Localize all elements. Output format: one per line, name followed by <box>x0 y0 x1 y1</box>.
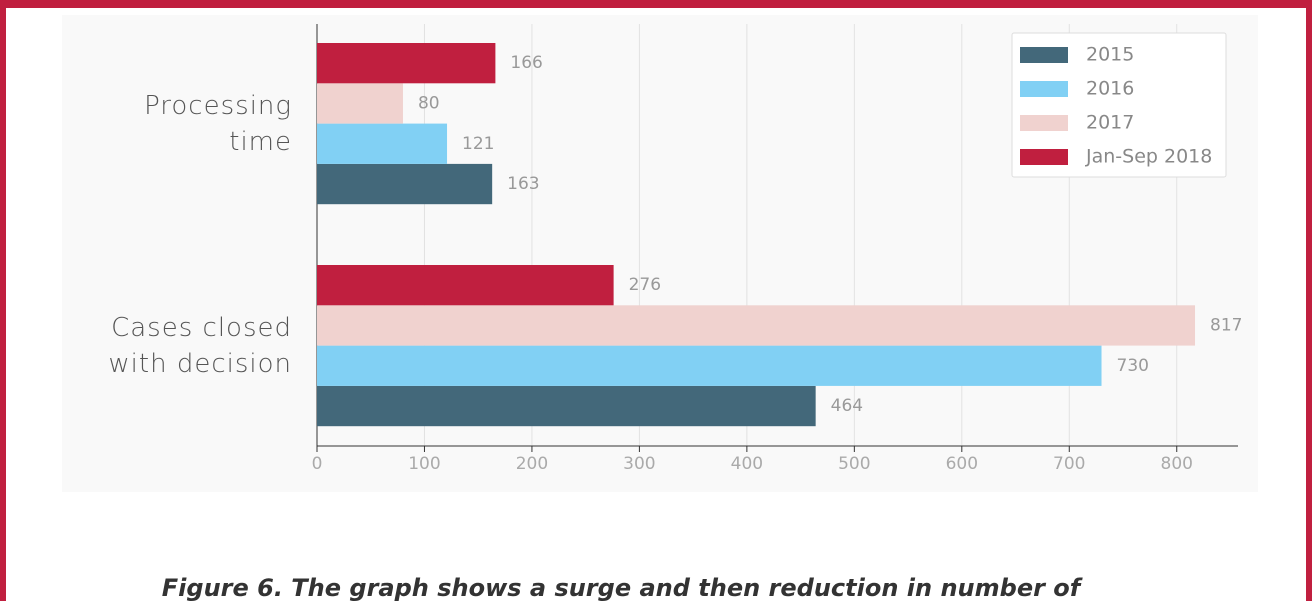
legend-label: 2016 <box>1086 78 1134 100</box>
x-tick-label: 400 <box>731 454 763 474</box>
legend-swatch <box>1020 149 1068 165</box>
value-label: 730 <box>1117 356 1149 376</box>
category-label: Cases closed with decision <box>108 312 292 379</box>
value-label: 276 <box>629 275 661 295</box>
x-tick-label: 300 <box>623 454 655 474</box>
category-label: Processing time <box>144 90 292 157</box>
bar <box>317 305 1196 346</box>
x-tick-label: 0 <box>312 454 323 474</box>
value-label: 80 <box>418 93 440 113</box>
legend-swatch <box>1020 115 1068 131</box>
legend-label: Jan-Sep 2018 <box>1085 146 1212 168</box>
x-tick-label: 500 <box>838 454 870 474</box>
bar <box>317 43 496 84</box>
x-tick-label: 800 <box>1161 454 1193 474</box>
value-label: 121 <box>462 134 494 154</box>
bar <box>317 163 493 205</box>
bar <box>317 123 448 164</box>
figure-caption: Figure 6. The graph shows a surge and th… <box>161 574 1081 601</box>
x-tick-label: 600 <box>946 454 978 474</box>
bar <box>317 265 614 306</box>
legend-label: 2017 <box>1086 112 1134 134</box>
chart: 0 100 200 300 400 500 600 700 800 163 121 80 166 464 7… <box>312 24 1242 474</box>
legend-swatch <box>1020 81 1068 97</box>
value-label: 817 <box>1210 315 1242 335</box>
legend-box <box>1011 32 1227 178</box>
value-label: 464 <box>831 396 863 416</box>
value-label: 166 <box>510 53 542 73</box>
x-tick-label: 200 <box>516 454 548 474</box>
value-label: 163 <box>507 174 539 194</box>
x-tick-label: 100 <box>408 454 440 474</box>
bar <box>317 385 816 427</box>
legend-swatch <box>1020 47 1068 63</box>
bar <box>317 345 1102 386</box>
bar <box>317 83 403 124</box>
legend-label: 2015 <box>1086 44 1134 66</box>
x-tick-label: 700 <box>1053 454 1085 474</box>
